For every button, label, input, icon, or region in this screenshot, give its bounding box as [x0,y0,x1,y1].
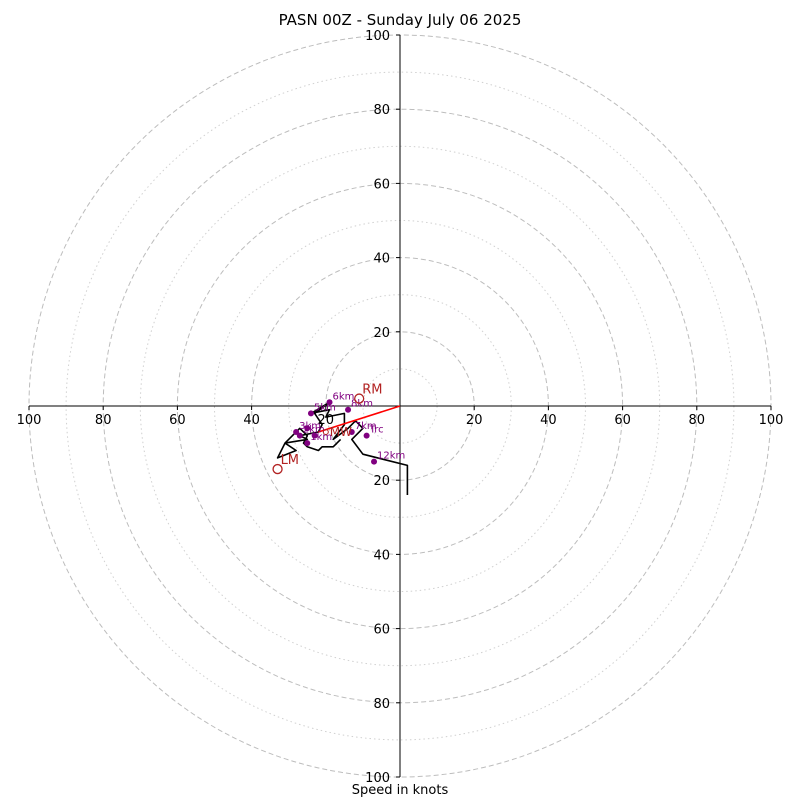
x-tick-label: 60 [614,413,631,428]
height-point [293,428,300,435]
height-point [326,399,333,406]
mean-wind-marker [322,428,329,435]
y-tick-label: 80 [373,103,390,118]
height-point [307,410,314,417]
storm-motion-marker [272,463,283,475]
height-point-label: 8km [351,399,373,410]
mean-wind-label: MW [330,425,352,439]
height-point-label: 12km [377,451,405,462]
y-tick-label: 40 [373,252,390,267]
x-tick-label: 80 [95,413,112,428]
x-tick-label: 100 [17,413,42,428]
shear-vector [318,405,401,433]
height-point-label: 7km [355,421,377,432]
height-point-label: 2km [303,425,325,436]
storm-motion-label: RM [362,383,382,398]
x-tick-label: 60 [169,413,186,428]
height-point-label: 1km [310,432,332,443]
storm-motion-label: LM [281,453,299,468]
x-tick-label: 40 [243,413,260,428]
x-axis-label: Speed in knots [351,783,449,798]
height-point [345,406,352,413]
x-tick-label: 100 [759,413,784,428]
tick-labels: 1001008080606040402020202040406060808010… [17,29,784,786]
height-point [363,432,370,439]
y-tick-label: 80 [373,697,390,712]
height-point [304,440,311,447]
height-point [311,432,318,439]
y-tick-label: 20 [373,474,390,489]
height-point [348,428,355,435]
height-point [304,425,311,432]
chart-title: PASN 00Z - Sunday July 06 2025 [278,11,522,29]
y-tick-label: 100 [365,29,390,44]
x-tick-label: 80 [689,413,706,428]
y-tick-label: 60 [373,623,390,638]
storm-motion-markers: MW RM LM [272,383,382,475]
height-point [371,458,378,465]
x-tick-label: 40 [540,413,557,428]
x-tick-label: 20 [466,413,483,428]
y-tick-label: 20 [373,326,390,341]
height-point-label: 3km [299,421,321,432]
storm-motion-marker [354,393,365,404]
height-point-label: 6km [333,391,355,402]
height-point [296,432,303,439]
height-point-label: 5km [314,402,336,413]
y-tick-label: 60 [373,177,390,192]
y-tick-label: 40 [373,548,390,563]
shear-vector-group [318,405,401,433]
y-tick-label: 100 [365,771,390,786]
height-point-label: Trc [369,425,384,436]
